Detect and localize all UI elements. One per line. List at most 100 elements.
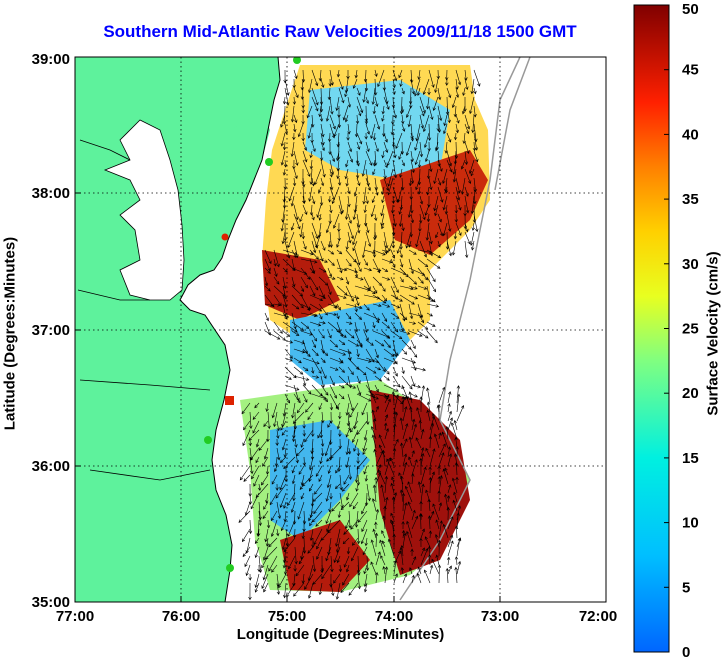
velocity-arrow (354, 276, 364, 281)
velocity-arrow (282, 168, 287, 176)
velocity-arrow (427, 554, 432, 566)
velocity-arrow (263, 447, 269, 460)
velocity-arrow (271, 564, 278, 573)
velocity-arrow (327, 240, 332, 248)
velocity-arrow (399, 330, 411, 335)
velocity-arrow (309, 159, 314, 170)
velocity-arrow (291, 267, 308, 275)
velocity-arrow (401, 114, 405, 125)
velocity-arrow (454, 204, 458, 214)
velocity-arrow (417, 186, 422, 195)
velocity-arrow (393, 492, 398, 503)
velocity-arrow (363, 582, 368, 593)
velocity-arrow (329, 159, 335, 175)
velocity-arrow (354, 294, 360, 307)
velocity-arrow (471, 240, 475, 251)
velocity-arrow (282, 285, 288, 300)
colorbar-tick-label: 0 (682, 644, 690, 659)
velocity-arrow (428, 105, 434, 121)
velocity-arrow (409, 406, 413, 422)
velocity-arrow (445, 96, 450, 116)
velocity-arrow (345, 303, 363, 310)
velocity-arrow (365, 348, 375, 363)
velocity-arrow (346, 132, 350, 141)
velocity-arrow (365, 555, 370, 572)
velocity-arrow (456, 385, 461, 404)
velocity-arrow (268, 537, 278, 548)
velocity-arrow (383, 168, 387, 180)
velocity-arrow (392, 87, 396, 95)
colorbar-tick-label: 10 (682, 515, 699, 532)
velocity-arrow (347, 150, 354, 163)
velocity-arrow (455, 69, 462, 86)
velocity-arrow (345, 402, 350, 416)
velocity-arrow (320, 393, 329, 403)
velocity-arrow (292, 429, 296, 443)
velocity-arrow (453, 491, 458, 503)
velocity-arrow (418, 420, 422, 431)
velocity-arrow (356, 96, 364, 114)
velocity-arrow (293, 150, 299, 166)
colorbar-tick-label: 15 (682, 450, 699, 467)
velocity-arrow (343, 474, 350, 485)
velocity-arrow (420, 428, 425, 440)
velocity-arrow (300, 285, 305, 293)
velocity-arrow (300, 438, 305, 448)
velocity-arrow (371, 434, 377, 449)
velocity-arrow (339, 492, 344, 509)
velocity-arrow (257, 483, 262, 492)
velocity-arrow (374, 532, 379, 548)
velocity-arrow (312, 555, 317, 573)
velocity-arrow (343, 555, 350, 568)
velocity-arrow (384, 496, 389, 512)
chart-title: Southern Mid-Atlantic Raw Velocities 200… (103, 22, 577, 41)
velocity-arrow (311, 366, 315, 374)
velocity-arrow (391, 195, 396, 204)
velocity-arrow (302, 159, 311, 177)
velocity-arrow (351, 537, 359, 546)
velocity-arrow (401, 395, 405, 413)
velocity-arrow (327, 420, 332, 428)
velocity-arrow (384, 414, 389, 422)
velocity-arrow (274, 465, 278, 473)
velocity-arrow (416, 87, 421, 97)
velocity-arrow (411, 515, 419, 530)
velocity-arrow (262, 456, 269, 467)
velocity-arrow (239, 465, 251, 481)
velocity-arrow (372, 276, 383, 287)
velocity-arrow (381, 330, 391, 339)
velocity-arrow (397, 186, 403, 203)
velocity-arrow (327, 258, 335, 267)
field-west-red (262, 250, 340, 320)
velocity-arrow (271, 510, 278, 522)
velocity-arrow (275, 438, 279, 447)
velocity-arrow (281, 438, 287, 451)
velocity-arrow (337, 231, 341, 242)
velocity-arrow (428, 240, 434, 257)
velocity-arrow (372, 105, 377, 115)
velocity-arrow (302, 393, 308, 403)
velocity-arrow (417, 159, 422, 169)
velocity-arrow (327, 267, 333, 278)
velocity-arrow (391, 496, 396, 512)
velocity-arrow (335, 582, 341, 600)
velocity-arrow (383, 384, 399, 392)
velocity-arrow (271, 474, 278, 485)
velocity-arrow (381, 195, 385, 204)
velocity-arrow (402, 438, 408, 449)
velocity-arrow (249, 411, 253, 430)
velocity-arrow (273, 411, 278, 428)
velocity-arrow (446, 495, 451, 503)
velocity-arrow (447, 534, 454, 548)
velocity-arrow (320, 78, 325, 88)
velocity-arrow (302, 510, 307, 525)
velocity-arrow (415, 231, 421, 248)
velocity-arrow (269, 492, 278, 506)
velocity-arrow (273, 276, 280, 285)
velocity-arrow (320, 384, 329, 396)
velocity-arrow (300, 276, 308, 289)
velocity-arrow (302, 348, 311, 358)
velocity-arrow (338, 78, 344, 90)
velocity-arrow (309, 330, 318, 342)
velocity-arrow (408, 240, 412, 248)
